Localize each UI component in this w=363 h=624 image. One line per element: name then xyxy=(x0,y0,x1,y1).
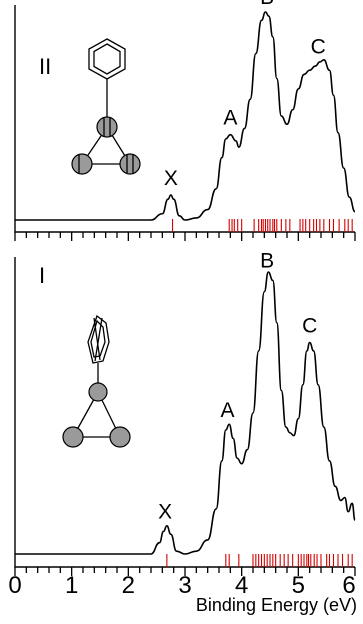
panel-II-transition-sticks xyxy=(173,219,353,232)
panel-I-peak-label-A: A xyxy=(220,399,234,422)
x-tick-label-1: 1 xyxy=(65,572,78,599)
panel-I-label: I xyxy=(39,263,45,288)
panel-I-peak-label-C: C xyxy=(302,315,317,338)
x-axis-title: Binding Energy (eV) xyxy=(196,595,357,615)
panel-II-peak-label-X: X xyxy=(164,167,178,190)
panel-I-peak-labels: X A B C xyxy=(158,250,317,524)
x-tick-label-0: 0 xyxy=(8,572,21,599)
panel-II-peak-label-A: A xyxy=(223,107,237,130)
panel-II-peak-label-B: B xyxy=(260,0,274,9)
x-tick-label-3: 3 xyxy=(178,572,191,599)
panel-II-label: II xyxy=(39,54,51,79)
panel-II-axes xyxy=(15,5,355,232)
panel-I-peak-label-X: X xyxy=(158,501,172,524)
panel-I-transition-sticks xyxy=(167,554,352,567)
panel-II-peak-labels: X A B C xyxy=(164,0,326,190)
panel-I-axes xyxy=(15,257,355,567)
tilted-phenyl-cyclopropyl-structure-icon xyxy=(63,316,130,447)
panel-I-peak-label-B: B xyxy=(260,250,274,273)
x-tick-label-2: 2 xyxy=(122,572,135,599)
phenyl-cyclopropyl-structure-icon xyxy=(72,39,140,174)
panel-II-spectrum-line xyxy=(15,12,355,220)
panel-I: X A B C I xyxy=(15,250,355,576)
panel-II-peak-label-C: C xyxy=(311,35,326,58)
panel-II-tick-marks xyxy=(15,232,355,241)
panel-II: X A B C II xyxy=(15,0,355,241)
